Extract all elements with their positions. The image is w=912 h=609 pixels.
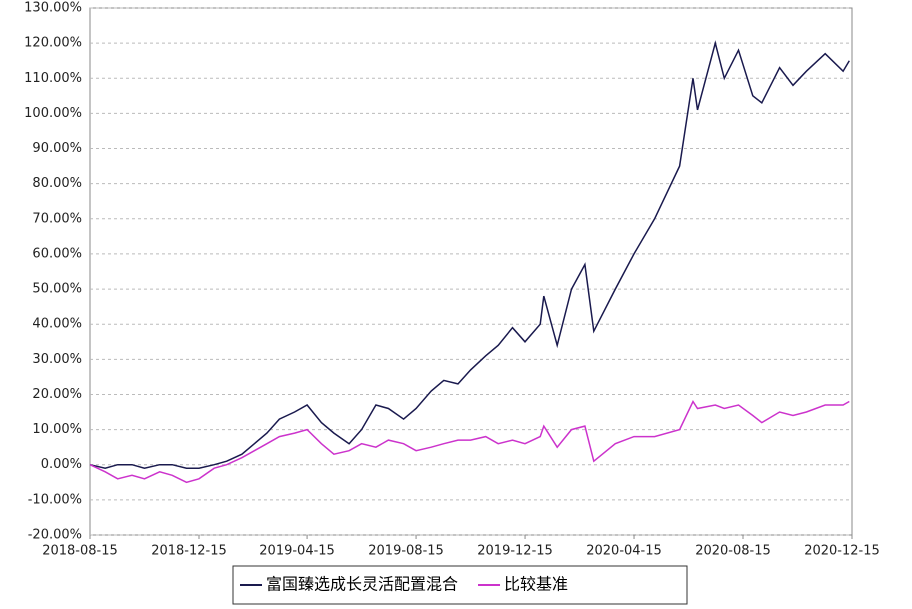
x-tick-label: 2019-08-15 [368,544,444,559]
x-tick-label: 2018-12-15 [151,544,227,559]
y-tick-label: 50.00% [32,282,82,297]
y-tick-label: 130.00% [24,1,82,16]
y-tick-label: 60.00% [32,246,82,261]
y-tick-label: 70.00% [32,211,82,226]
line-series [89,40,850,469]
y-tick-label: 80.00% [32,176,82,191]
plot-area [89,7,853,536]
x-tick-label: 2020-12-15 [804,544,880,559]
y-tick-label: 0.00% [41,457,82,472]
x-tick-label: 2020-04-15 [586,544,662,559]
y-tick-label: 100.00% [24,106,82,121]
x-tick-label: 2020-08-15 [695,544,771,559]
y-tick-label: 30.00% [32,352,82,367]
x-tick-label: 2019-04-15 [259,544,335,559]
y-tick-label: 40.00% [32,317,82,332]
x-tick-label: 2018-08-15 [42,544,118,559]
y-tick-label: 90.00% [32,141,82,156]
y-tick-label: 20.00% [32,387,82,402]
y-tick-label: -20.00% [28,528,82,543]
x-tick-label: 2019-12-15 [477,544,553,559]
y-tick-label: 110.00% [24,71,82,86]
legend-box [232,565,688,605]
y-tick-label: 10.00% [32,422,82,437]
legend-label: 比较基准 [504,575,568,594]
legend-label: 富国臻选成长灵活配置混合 [266,575,458,594]
y-tick-label: 120.00% [24,36,82,51]
line-series [89,399,850,484]
y-tick-label: -10.00% [28,492,82,507]
